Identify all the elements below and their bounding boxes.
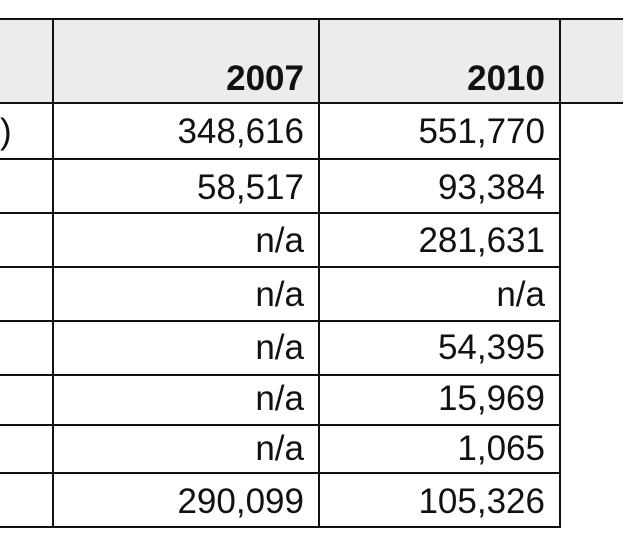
cell-2007: n/a xyxy=(255,220,304,260)
cell-2007: n/a xyxy=(255,327,304,367)
cell-2010: 15,969 xyxy=(437,378,545,418)
cell-2010: 1,065 xyxy=(457,428,545,468)
column-divider xyxy=(318,18,320,528)
row-divider xyxy=(0,212,560,214)
row-divider xyxy=(0,424,560,426)
cell-2010: n/a xyxy=(496,274,545,314)
cell-2007: n/a xyxy=(255,378,304,418)
cell-2007: n/a xyxy=(255,274,304,314)
header-row xyxy=(0,18,623,104)
row-divider xyxy=(0,374,560,376)
row-divider xyxy=(0,320,560,322)
cell-2010: 551,770 xyxy=(418,111,545,151)
cell-2007: 348,616 xyxy=(177,111,304,151)
cell-2007: n/a xyxy=(255,428,304,468)
column-divider xyxy=(559,18,561,528)
row-divider xyxy=(0,526,560,528)
header-2010: 2010 xyxy=(467,59,545,98)
cell-2010: 93,384 xyxy=(437,167,545,207)
cell-2007: 58,517 xyxy=(196,167,304,207)
row-divider xyxy=(0,158,560,160)
cell-2007: 290,099 xyxy=(177,481,304,521)
row-divider xyxy=(0,472,560,474)
header-right-cell xyxy=(561,20,623,102)
row-label: ) xyxy=(0,111,12,151)
header-2007: 2007 xyxy=(226,59,304,98)
row-divider xyxy=(0,266,560,268)
cell-2010: 281,631 xyxy=(418,220,545,260)
cell-2010: 105,326 xyxy=(418,481,545,521)
column-divider xyxy=(52,18,54,528)
cell-2010: 54,395 xyxy=(437,327,545,367)
